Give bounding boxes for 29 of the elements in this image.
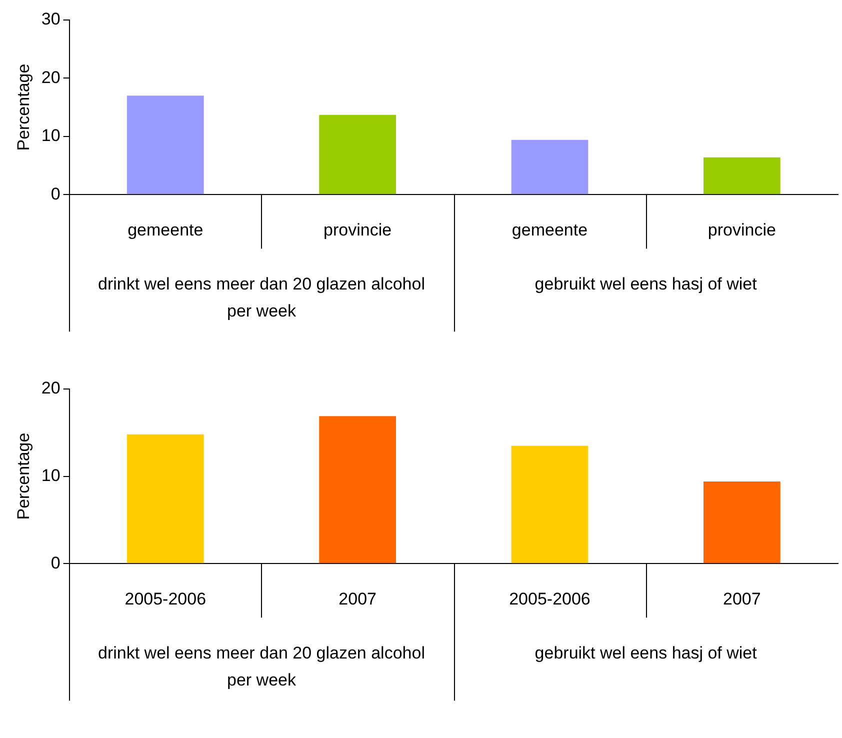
y-tick-label: 10: [41, 126, 60, 146]
y-axis-title: Percentage: [14, 432, 33, 520]
bar: [126, 96, 204, 194]
y-axis-title: Percentage: [14, 64, 33, 151]
bar: [703, 482, 780, 564]
text: drinkt wel eens meer dan 20 glazen alcohol per week: [98, 274, 425, 320]
x-tick-label: provincie: [708, 220, 776, 240]
y-tick-label: 30: [41, 10, 60, 29]
y-tick-label: 10: [41, 466, 60, 485]
bar: [703, 157, 780, 194]
text: gebruikt wel eens hasj of wiet: [534, 643, 758, 662]
bar: [319, 416, 396, 564]
y-tick-label: 0: [50, 184, 60, 204]
bar: [126, 434, 204, 564]
y-tick-label: 20: [41, 378, 60, 398]
bar: [511, 140, 588, 194]
x-tick-label: provincie: [324, 220, 392, 240]
x-tick-label: 2007: [338, 589, 376, 608]
bar: [511, 446, 588, 564]
x-tick-label: gemeente: [128, 220, 204, 240]
x-tick-label: 2007: [723, 589, 761, 608]
text: drinkt wel eens meer dan 20 glazen alcohol per week: [98, 643, 425, 690]
y-tick-label: 20: [41, 68, 60, 87]
text: gebruikt wel eens hasj of wiet: [534, 274, 758, 294]
y-tick-label: 0: [50, 553, 60, 572]
bar: [319, 114, 396, 194]
x-tick-label: gemeente: [512, 220, 588, 240]
x-tick-label: 2005-2006: [509, 589, 590, 608]
x-tick-label: 2005-2006: [124, 589, 206, 608]
